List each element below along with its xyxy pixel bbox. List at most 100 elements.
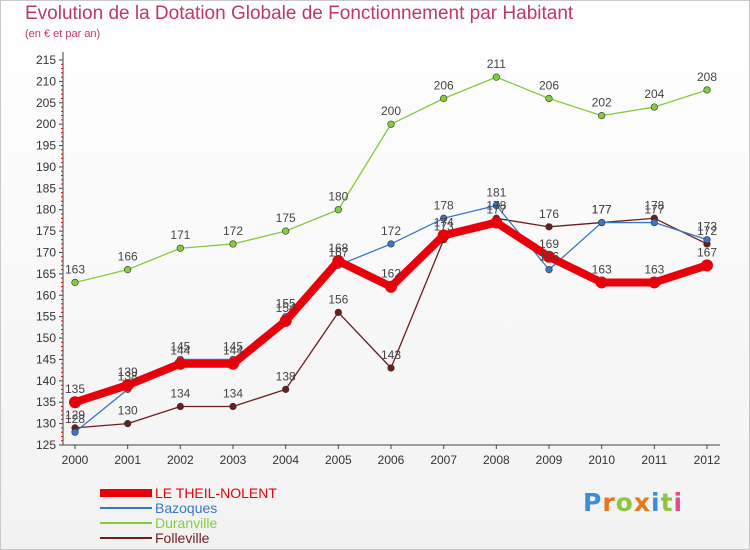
logo-letter: i: [651, 488, 661, 517]
data-label: 171: [170, 228, 190, 242]
data-point: [69, 396, 81, 409]
data-point: [174, 357, 187, 370]
data-label: 208: [697, 70, 717, 84]
data-label: 173: [434, 220, 454, 234]
data-point: [176, 402, 184, 411]
y-tick-label: 215: [36, 53, 56, 67]
data-point: [282, 385, 290, 393]
logo-letter: P: [583, 488, 603, 517]
data-point: [71, 278, 79, 287]
x-tick-label: 2005: [325, 453, 352, 467]
y-tick-label: 190: [36, 160, 56, 174]
y-tick-label: 160: [36, 288, 56, 302]
data-point: [334, 206, 342, 214]
legend-label: Duranville: [155, 515, 218, 531]
proxiti-logo: Proxiti: [583, 488, 683, 517]
data-label: 172: [381, 224, 401, 238]
legend-swatch: [100, 522, 152, 524]
data-label: 178: [434, 198, 454, 212]
legend-swatch: [100, 537, 152, 539]
data-point: [437, 229, 450, 242]
data-label: 200: [381, 104, 401, 118]
series-line: [71, 218, 711, 407]
y-tick-label: 155: [36, 310, 56, 324]
data-point: [229, 402, 237, 411]
data-label: 163: [644, 262, 664, 276]
x-tick-label: 2007: [430, 453, 457, 467]
data-label: 206: [434, 79, 454, 93]
data-label: 134: [223, 387, 243, 401]
series-layer: [69, 73, 713, 436]
data-label: 202: [592, 96, 612, 110]
y-tick-label: 175: [36, 224, 56, 238]
x-tick-label: 2008: [483, 453, 510, 467]
data-point: [492, 201, 500, 210]
data-point: [598, 218, 606, 227]
legend-label: Folleville: [155, 530, 210, 546]
data-point: [492, 73, 500, 81]
data-label: 178: [486, 198, 506, 212]
data-label: 154: [276, 301, 296, 315]
data-point: [385, 280, 397, 293]
y-tick-label: 195: [36, 139, 56, 153]
data-label: 163: [65, 262, 85, 276]
data-label: 211: [487, 57, 506, 71]
data-point: [490, 216, 503, 229]
data-point: [598, 112, 606, 120]
x-tick-label: 2006: [378, 453, 405, 467]
y-tick-label: 205: [36, 96, 56, 110]
data-label: 138: [276, 369, 296, 383]
data-label: 144: [170, 344, 190, 358]
data-label: 177: [486, 203, 506, 217]
data-point: [282, 227, 290, 235]
data-label: 130: [118, 404, 138, 418]
data-label: 178: [644, 198, 664, 212]
data-point: [545, 94, 553, 103]
data-point: [387, 364, 395, 372]
data-label: 174: [434, 215, 454, 229]
data-label: 144: [223, 344, 243, 358]
legend-swatch: [100, 507, 152, 509]
data-label: 145: [223, 339, 243, 353]
chart-title: Evolution de la Dotation Globale de Fonc…: [25, 3, 574, 24]
data-label: 135: [65, 382, 85, 396]
y-tick-label: 150: [36, 331, 56, 345]
y-tick-label: 125: [36, 438, 56, 452]
data-label: 172: [223, 224, 243, 238]
data-label: 139: [118, 365, 138, 379]
y-tick-label: 210: [36, 74, 56, 88]
data-point: [387, 240, 395, 248]
data-label: 168: [328, 241, 348, 255]
data-label: 169: [539, 237, 559, 251]
series-duranville: [71, 73, 711, 287]
x-tick-label: 2002: [167, 453, 194, 467]
data-point: [440, 94, 448, 103]
data-point: [701, 259, 713, 272]
y-tick-label: 185: [36, 181, 56, 195]
data-label: 163: [592, 262, 612, 276]
x-tick-label: 2012: [694, 453, 721, 467]
logo-letter: x: [633, 488, 651, 517]
data-label: 176: [539, 207, 559, 221]
data-label: 145: [170, 339, 190, 353]
y-tick-label: 170: [36, 246, 56, 260]
data-label: 167: [697, 245, 717, 259]
data-point: [545, 266, 553, 274]
data-point: [595, 276, 608, 289]
x-tick-label: 2000: [62, 453, 89, 467]
data-point: [545, 223, 553, 231]
data-label: 206: [539, 79, 559, 93]
logo-letter: r: [602, 488, 616, 517]
data-label: 143: [381, 348, 401, 362]
y-tick-label: 165: [36, 267, 56, 281]
data-point: [229, 240, 237, 248]
data-point: [387, 120, 395, 128]
data-point: [71, 428, 79, 436]
data-point: [124, 420, 132, 428]
data-label: 134: [170, 387, 190, 401]
data-label: 162: [381, 267, 401, 281]
data-point: [650, 218, 658, 227]
data-point: [703, 236, 711, 244]
y-tick-label: 140: [36, 374, 56, 388]
